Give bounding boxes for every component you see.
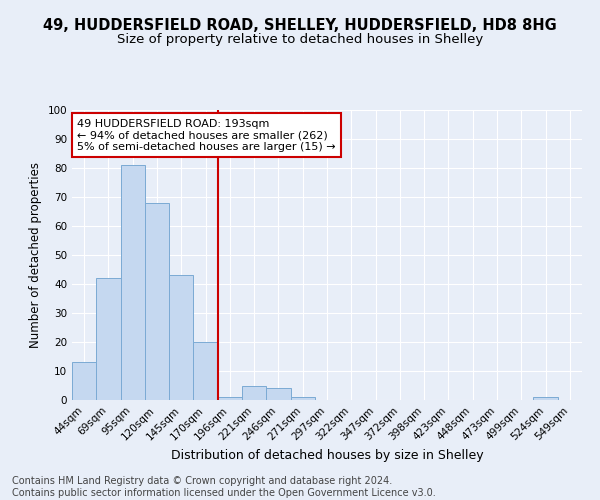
Y-axis label: Number of detached properties: Number of detached properties [29,162,42,348]
Bar [96,278,121,400]
Bar [242,386,266,400]
Bar [169,276,193,400]
Bar [72,362,96,400]
Text: Contains HM Land Registry data © Crown copyright and database right 2024.
Contai: Contains HM Land Registry data © Crown c… [12,476,436,498]
Bar [218,397,242,400]
X-axis label: Distribution of detached houses by size in Shelley: Distribution of detached houses by size … [170,448,484,462]
Bar [121,165,145,400]
Bar [290,397,315,400]
Bar [533,397,558,400]
Bar [145,203,169,400]
Text: Size of property relative to detached houses in Shelley: Size of property relative to detached ho… [117,32,483,46]
Bar [193,342,218,400]
Text: 49 HUDDERSFIELD ROAD: 193sqm
← 94% of detached houses are smaller (262)
5% of se: 49 HUDDERSFIELD ROAD: 193sqm ← 94% of de… [77,118,336,152]
Bar [266,388,290,400]
Text: 49, HUDDERSFIELD ROAD, SHELLEY, HUDDERSFIELD, HD8 8HG: 49, HUDDERSFIELD ROAD, SHELLEY, HUDDERSF… [43,18,557,32]
